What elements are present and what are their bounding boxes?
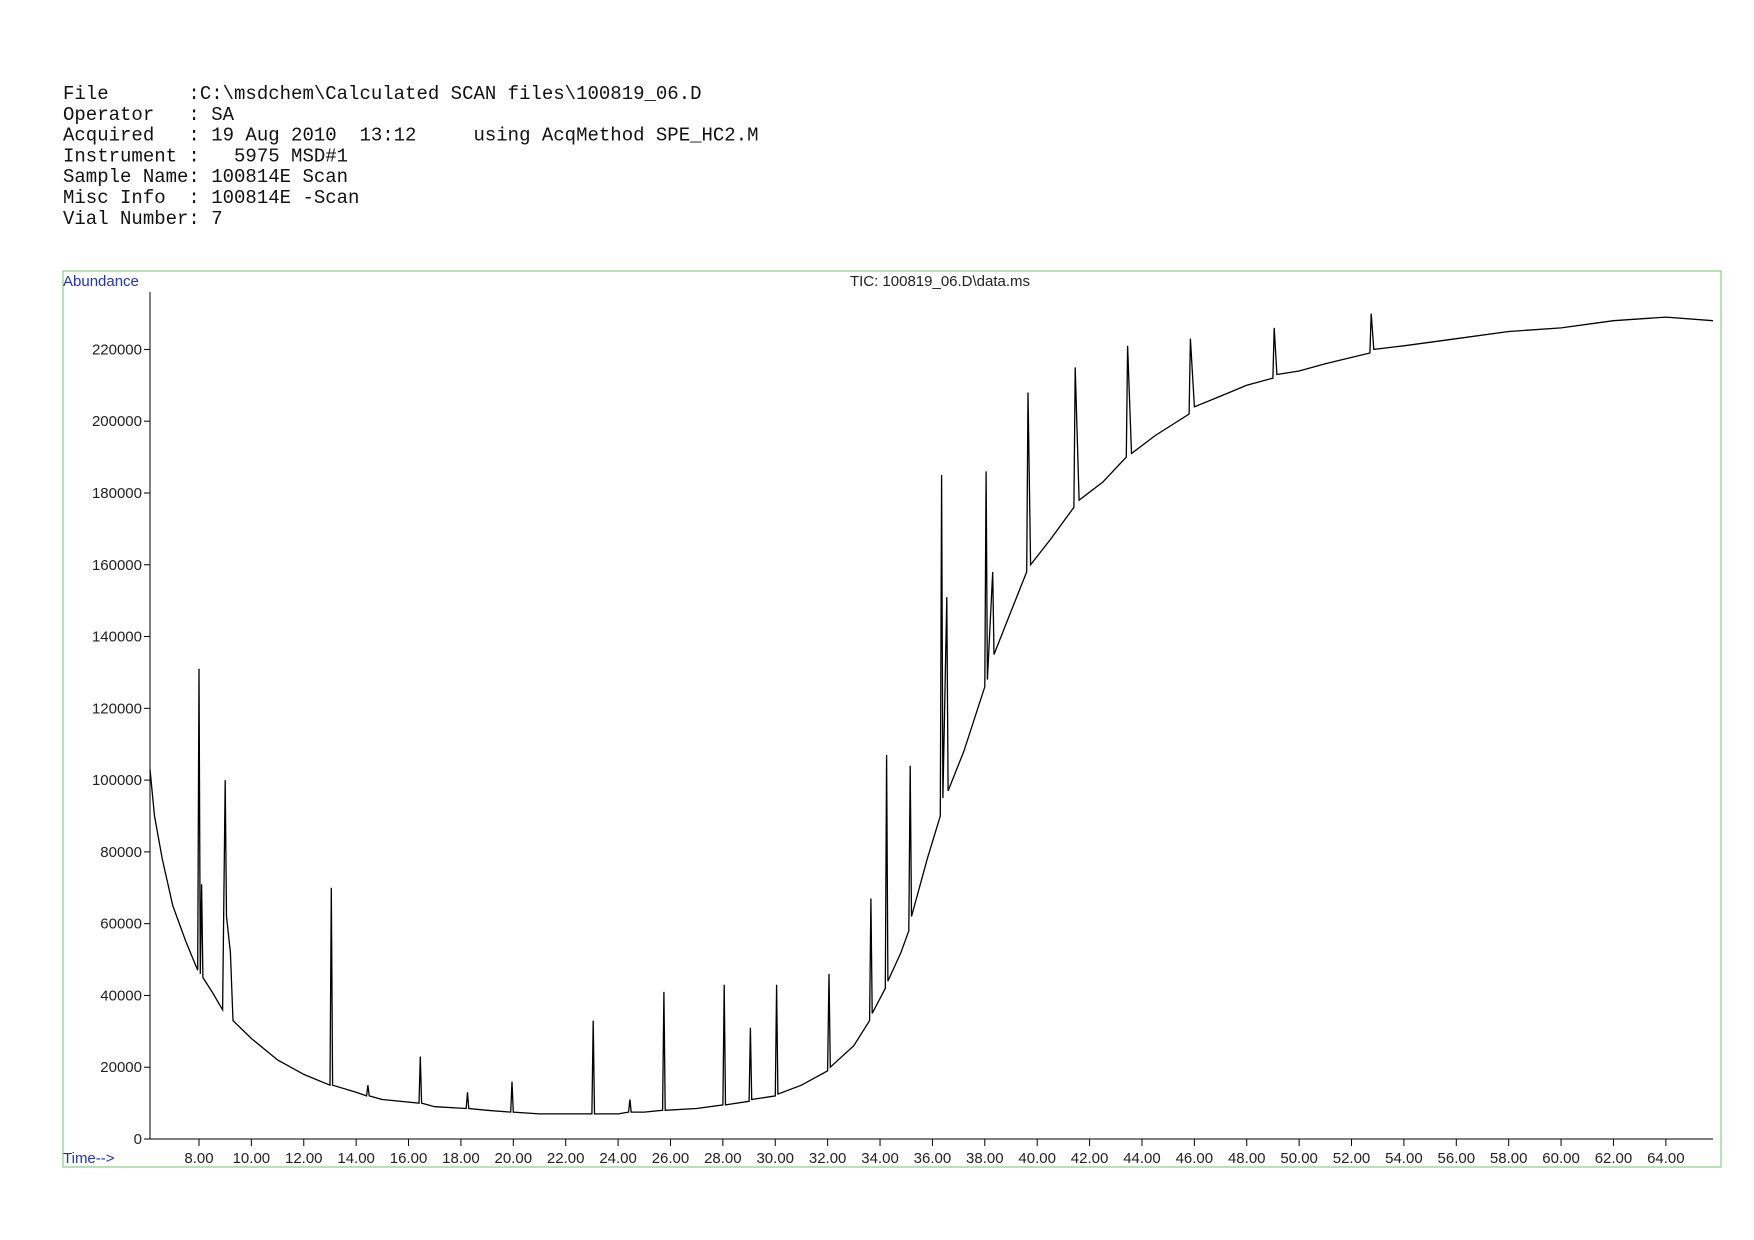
trace	[149, 313, 1714, 1115]
x-tick-label: 22.00	[547, 1150, 585, 1167]
x-tick-label: 64.00	[1647, 1150, 1685, 1167]
x-tick-label: 48.00	[1228, 1150, 1266, 1167]
y-tick-label: 0	[134, 1131, 142, 1148]
y-tick-label: 160000	[92, 557, 142, 574]
x-tick-label: 10.00	[233, 1150, 271, 1167]
chart-title: TIC: 100819_06.D\data.ms	[850, 273, 1030, 290]
y-tick-label: 140000	[92, 629, 142, 646]
x-tick-label: 54.00	[1385, 1150, 1423, 1167]
header-line: File :C:\msdchem\Calculated SCAN files\1…	[63, 83, 702, 105]
x-tick-label: 32.00	[809, 1150, 847, 1167]
x-tick-label: 60.00	[1542, 1150, 1580, 1167]
x-tick-label: 38.00	[966, 1150, 1004, 1167]
x-tick-label: 52.00	[1333, 1150, 1371, 1167]
header-line: Sample Name: 100814E Scan	[63, 166, 348, 188]
x-tick-label: 26.00	[652, 1150, 690, 1167]
x-tick-label: 16.00	[390, 1150, 428, 1167]
header-line: Vial Number: 7	[63, 208, 223, 230]
x-tick-label: 58.00	[1490, 1150, 1528, 1167]
x-tick-label: 42.00	[1071, 1150, 1109, 1167]
y-tick-label: 100000	[92, 772, 142, 789]
y-axis-label: Abundance	[63, 273, 139, 290]
y-tick-label: 80000	[100, 844, 142, 861]
y-tick-label: 220000	[92, 341, 142, 358]
plot-frame	[62, 270, 1722, 1168]
x-tick-label: 36.00	[914, 1150, 952, 1167]
x-tick-label: 24.00	[599, 1150, 637, 1167]
x-tick-label: 50.00	[1280, 1150, 1318, 1167]
x-tick-label: 8.00	[184, 1150, 213, 1167]
y-tick-label: 180000	[92, 485, 142, 502]
x-tick-label: 40.00	[1018, 1150, 1056, 1167]
x-tick-label: 62.00	[1595, 1150, 1633, 1167]
x-tick-label: 12.00	[285, 1150, 323, 1167]
header-line: Instrument : 5975 MSD#1	[63, 145, 348, 167]
x-tick-label: 44.00	[1123, 1150, 1161, 1167]
x-tick-label: 28.00	[704, 1150, 742, 1167]
x-tick-label: 20.00	[495, 1150, 533, 1167]
x-axis-label: Time-->	[63, 1150, 115, 1167]
header-line: Misc Info : 100814E -Scan	[63, 187, 359, 209]
y-tick-label: 120000	[92, 700, 142, 717]
x-tick-label: 46.00	[1176, 1150, 1214, 1167]
header-line: Operator : SA	[63, 104, 235, 126]
y-tick-label: 60000	[100, 916, 142, 933]
y-tick-label: 200000	[92, 413, 142, 430]
x-tick-label: 18.00	[442, 1150, 480, 1167]
y-tick-label: 40000	[100, 987, 142, 1004]
x-tick-label: 30.00	[756, 1150, 794, 1167]
header-line: Acquired : 19 Aug 2010 13:12 using AcqMe…	[63, 125, 759, 147]
x-tick-label: 34.00	[861, 1150, 899, 1167]
y-tick-label: 20000	[100, 1059, 142, 1076]
x-tick-label: 56.00	[1438, 1150, 1476, 1167]
x-tick-label: 14.00	[337, 1150, 375, 1167]
